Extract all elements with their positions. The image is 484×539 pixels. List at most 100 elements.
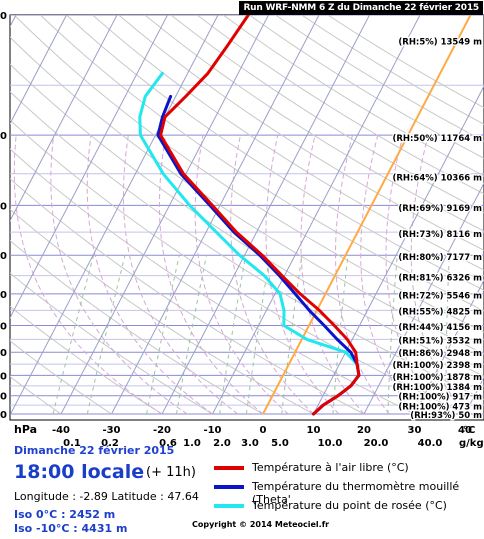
rh-label: (RH:5%) 13549 m bbox=[398, 38, 482, 48]
moist-adiabat bbox=[13, 135, 163, 415]
rh-label: (RH:93%) 50 m bbox=[410, 411, 482, 421]
rh-label: (RH:72%) 5546 m bbox=[398, 292, 482, 302]
mixing-ratio-line bbox=[146, 255, 180, 415]
moist-adiabat bbox=[122, 135, 239, 415]
dry-adiabat bbox=[196, 15, 484, 195]
isotherm-line bbox=[60, 15, 269, 415]
info-iso10: Iso -10°C : 4431 m bbox=[14, 522, 128, 535]
moist-adiabat bbox=[334, 134, 390, 415]
moist-adiabat bbox=[385, 134, 441, 415]
pressure-tick: 600 bbox=[0, 322, 7, 333]
dry-adiabat bbox=[10, 63, 484, 377]
mixing-ratio-line bbox=[52, 255, 95, 415]
dry-adiabat bbox=[144, 15, 484, 232]
mixing-tick: 0.1 bbox=[63, 438, 81, 449]
isotherm-line bbox=[414, 279, 484, 415]
rh-label: (RH:86%) 2948 m bbox=[398, 349, 482, 359]
dry-adiabat bbox=[10, 340, 112, 415]
dry-adiabat bbox=[10, 305, 163, 415]
moist-adiabat bbox=[50, 135, 188, 415]
isotherm-line bbox=[10, 15, 219, 415]
temperature-line bbox=[159, 15, 361, 416]
legend-label-temp: Température à l'air libre (°C) bbox=[252, 461, 409, 474]
isotherm-line bbox=[212, 15, 421, 415]
secondary-x-unit-label: g/kg bbox=[459, 438, 484, 449]
pressure-tick: 1000 bbox=[0, 410, 7, 421]
freezing-isotherm bbox=[262, 15, 472, 415]
temp-tick: 40 bbox=[458, 425, 472, 436]
series-group bbox=[138, 15, 361, 416]
mixing-tick: 40.0 bbox=[418, 438, 443, 449]
temp-tick: 10 bbox=[307, 425, 321, 436]
isotherm-line bbox=[10, 15, 67, 125]
legend-swatch-dewpoint bbox=[214, 504, 244, 508]
rh-label: (RH:100%) 1384 m bbox=[392, 383, 482, 393]
mixing-tick: 3.0 bbox=[241, 438, 259, 449]
mixing-ratio-line bbox=[176, 255, 207, 415]
rh-label: (RH:100%) 2398 m bbox=[392, 361, 482, 371]
dry-adiabat bbox=[10, 119, 466, 415]
dry-adiabat bbox=[10, 91, 484, 400]
mixing-tick: 10.0 bbox=[318, 438, 343, 449]
rh-label: (RH:80%) 7177 m bbox=[398, 253, 482, 263]
dry-adiabat bbox=[223, 15, 484, 177]
pressure-tick: 200 bbox=[0, 131, 7, 142]
temp-tick: -20 bbox=[153, 425, 171, 436]
dry-adiabat bbox=[170, 15, 484, 213]
pressure-tick: 800 bbox=[0, 371, 7, 382]
mixing-ratio-line bbox=[445, 255, 450, 415]
info-time: 18:00 locale bbox=[14, 461, 145, 483]
rh-label: (RH:64%) 10366 m bbox=[392, 174, 482, 184]
rh-label: (RH:69%) 9169 m bbox=[398, 204, 482, 214]
mixing-tick: 1.0 bbox=[183, 438, 201, 449]
dry-adiabat bbox=[10, 375, 62, 415]
pressure-tick: 100 bbox=[0, 11, 7, 22]
info-offset: (+ 11h) bbox=[146, 465, 196, 480]
rh-label: (RH:100%) 917 m bbox=[398, 393, 482, 403]
y-unit-label: hPa bbox=[14, 423, 37, 436]
dry-adiabat bbox=[10, 178, 365, 415]
temp-tick: 20 bbox=[357, 425, 371, 436]
mixing-ratio-line bbox=[332, 255, 349, 415]
x-unit-label: °C bbox=[463, 425, 475, 436]
moist-adiabat bbox=[265, 135, 340, 415]
pressure-tick: 900 bbox=[0, 392, 7, 403]
dry-adiabat bbox=[66, 15, 484, 291]
mixing-ratio-line bbox=[387, 255, 398, 415]
pressure-tick: 500 bbox=[0, 290, 7, 301]
isotherm-line bbox=[313, 85, 484, 415]
pressure-tick: 400 bbox=[0, 251, 7, 262]
legend-swatch-wetbulb bbox=[214, 485, 244, 489]
info-date: Dimanche 22 février 2015 bbox=[14, 444, 175, 457]
legend-label-wetbulb: Température du thermomètre mouillé (Thet… bbox=[252, 480, 460, 506]
temp-tick: -10 bbox=[203, 425, 221, 436]
rh-label: (RH:81%) 6326 m bbox=[398, 273, 482, 283]
run-header: Run WRF-NMM 6 Z du Dimanche 22 février 2… bbox=[239, 1, 483, 15]
mixing-ratio-line bbox=[86, 255, 126, 415]
rh-label: (RH:55%) 4825 m bbox=[398, 307, 482, 317]
temp-tick: -40 bbox=[52, 425, 70, 436]
mixing-tick: 2.0 bbox=[213, 438, 231, 449]
mixing-tick: 0.2 bbox=[101, 438, 119, 449]
moist-adiabat bbox=[158, 135, 264, 415]
moist-adiabat bbox=[230, 135, 314, 415]
mixing-ratio-line bbox=[245, 255, 271, 415]
moist-adiabat bbox=[194, 135, 289, 415]
rh-label: (RH:100%) 1878 m bbox=[392, 373, 482, 383]
temp-tick: 0 bbox=[260, 425, 267, 436]
copyright: Copyright © 2014 Meteociel.fr bbox=[192, 520, 330, 529]
dry-adiabat bbox=[10, 36, 484, 355]
info-coords: Longitude : -2.89 Latitude : 47.64 bbox=[14, 490, 199, 503]
isotherm-line bbox=[363, 182, 484, 415]
rh-label: (RH:51%) 3532 m bbox=[398, 337, 482, 347]
dry-adiabat bbox=[118, 15, 484, 251]
dry-adiabat bbox=[39, 15, 484, 312]
temp-tick: 30 bbox=[408, 425, 422, 436]
dry-adiabat bbox=[13, 15, 484, 333]
pressure-tick: 700 bbox=[0, 348, 7, 359]
dry-adiabat bbox=[10, 272, 213, 415]
isotherm-line bbox=[10, 15, 168, 319]
axis-ticks: 1002003004005006007008009001000hPa-40-30… bbox=[0, 11, 484, 449]
dry-adiabat bbox=[10, 240, 264, 415]
rh-label: (RH:44%) 4156 m bbox=[398, 323, 482, 333]
